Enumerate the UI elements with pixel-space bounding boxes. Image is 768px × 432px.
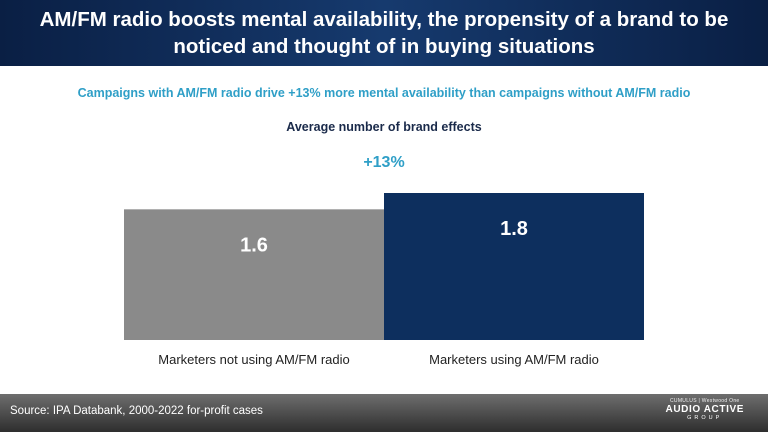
category-label-2: Marketers using AM/FM radio (429, 352, 599, 367)
source-note: Source: IPA Databank, 2000-2022 for-prof… (10, 405, 263, 417)
brand-top-text: CUMULUS | Westwood One (670, 398, 740, 404)
slide-title: AM/FM radio boosts mental availability, … (39, 8, 729, 58)
slide-subtitle: Campaigns with AM/FM radio drive +13% mo… (77, 86, 691, 100)
bar-value-label-1: 1.6 (240, 234, 268, 256)
bar-chart: 1.6 1.8 Marketers not using AM/FM radio Ma… (124, 193, 644, 367)
slide-header: AM/FM radio boosts mental availability, … (0, 0, 768, 66)
chart-title: Average number of brand effects (286, 120, 482, 134)
growth-label: +13% (363, 154, 405, 171)
footer-bar: Source: IPA Databank, 2000-2022 for-prof… (0, 394, 768, 432)
bar-1 (124, 209, 384, 340)
bar-value-label-2: 1.8 (500, 218, 528, 240)
bar-2 (384, 193, 644, 340)
brand-main-text: AUDIO ACTIVE (665, 404, 744, 415)
brand-logo: CUMULUS | Westwood One AUDIO ACTIVE GROU… (666, 398, 745, 422)
category-label-1: Marketers not using AM/FM radio (158, 352, 349, 367)
brand-sub-text: GROUP (687, 415, 723, 421)
